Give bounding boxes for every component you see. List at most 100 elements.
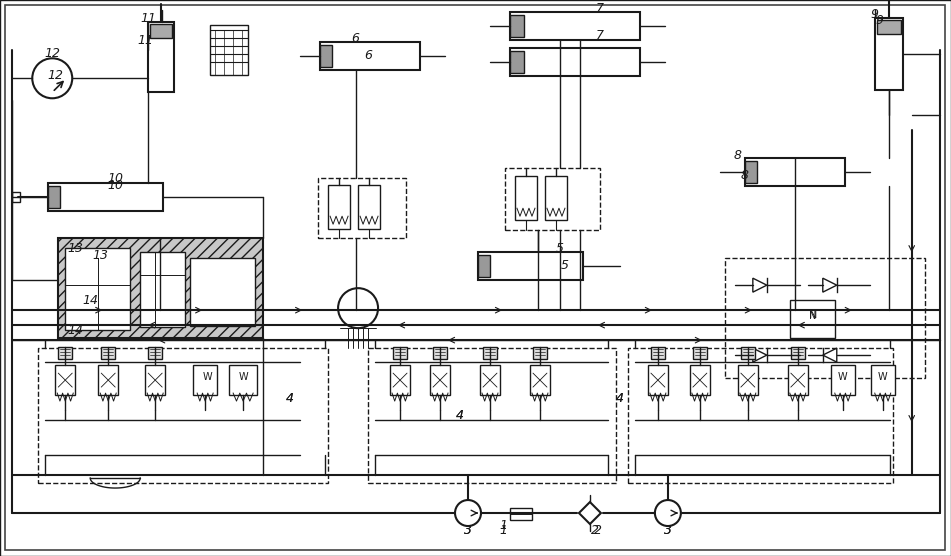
Bar xyxy=(510,51,524,73)
Text: 11: 11 xyxy=(140,12,156,25)
Bar xyxy=(628,348,893,483)
Text: 8: 8 xyxy=(741,168,748,182)
Bar xyxy=(478,252,583,280)
Bar xyxy=(210,26,248,75)
Text: 3: 3 xyxy=(664,524,672,537)
Bar xyxy=(148,22,174,92)
Text: 2: 2 xyxy=(594,524,602,537)
Text: 7: 7 xyxy=(596,29,604,42)
Bar xyxy=(146,365,165,395)
Bar xyxy=(510,16,524,37)
Bar xyxy=(875,18,902,90)
Bar xyxy=(98,365,118,395)
Bar xyxy=(229,365,257,395)
Text: 2: 2 xyxy=(591,524,599,537)
Bar xyxy=(320,45,332,67)
Bar xyxy=(530,365,550,395)
Bar xyxy=(66,248,130,330)
Bar xyxy=(58,347,72,359)
Bar xyxy=(328,185,350,229)
Bar xyxy=(49,186,60,208)
Bar xyxy=(55,365,75,395)
Text: 3: 3 xyxy=(664,524,672,537)
Text: W: W xyxy=(838,372,847,382)
Bar xyxy=(505,168,600,230)
Bar xyxy=(533,347,547,359)
Text: 4: 4 xyxy=(456,409,464,421)
Bar xyxy=(190,258,255,326)
Text: W: W xyxy=(203,372,212,382)
Text: 4: 4 xyxy=(616,391,624,405)
Bar xyxy=(689,365,709,395)
Bar xyxy=(483,347,497,359)
Bar xyxy=(510,508,532,520)
Bar xyxy=(738,365,758,395)
Bar xyxy=(148,347,163,359)
Text: 8: 8 xyxy=(734,149,742,162)
Bar xyxy=(745,158,844,186)
Text: 9: 9 xyxy=(871,8,879,21)
Text: 9: 9 xyxy=(876,14,883,27)
Text: 14: 14 xyxy=(82,294,98,307)
Text: 3: 3 xyxy=(464,524,472,537)
Bar xyxy=(510,12,640,41)
Text: 6: 6 xyxy=(351,32,359,45)
Bar xyxy=(390,365,410,395)
Bar xyxy=(745,161,757,183)
Text: 1: 1 xyxy=(499,524,507,537)
Text: N: N xyxy=(808,310,817,320)
Text: 3: 3 xyxy=(464,524,472,537)
Bar xyxy=(725,258,924,378)
Bar xyxy=(831,365,855,395)
Bar xyxy=(650,347,665,359)
Bar xyxy=(791,347,805,359)
Bar xyxy=(150,24,172,38)
Text: W: W xyxy=(878,372,887,382)
Bar xyxy=(871,365,895,395)
Text: 6: 6 xyxy=(364,49,372,62)
Text: 5: 5 xyxy=(561,259,569,272)
Bar xyxy=(741,347,755,359)
Bar xyxy=(320,42,420,70)
Bar xyxy=(368,348,616,483)
Text: 7: 7 xyxy=(596,2,604,15)
Text: 14: 14 xyxy=(68,324,84,336)
Bar xyxy=(38,348,328,483)
Bar xyxy=(140,252,185,327)
Bar xyxy=(393,347,407,359)
Text: 12: 12 xyxy=(45,47,60,60)
Text: 13: 13 xyxy=(92,249,108,262)
Bar xyxy=(433,347,447,359)
Bar xyxy=(877,21,901,34)
Bar xyxy=(359,185,380,229)
Text: 10: 10 xyxy=(107,178,124,192)
Bar xyxy=(58,238,263,338)
Bar xyxy=(101,347,115,359)
Text: 11: 11 xyxy=(137,34,153,47)
Text: 4: 4 xyxy=(286,391,294,405)
Bar xyxy=(12,192,20,202)
Text: N: N xyxy=(809,311,817,321)
Text: 13: 13 xyxy=(68,242,84,255)
Bar xyxy=(790,300,835,338)
Bar xyxy=(510,48,640,76)
Bar xyxy=(49,183,164,211)
Bar xyxy=(430,365,450,395)
Text: 12: 12 xyxy=(48,69,64,82)
Text: 4: 4 xyxy=(616,391,624,405)
Text: 1: 1 xyxy=(499,519,507,532)
Text: 10: 10 xyxy=(107,172,124,185)
Bar xyxy=(693,347,707,359)
Bar xyxy=(648,365,668,395)
Bar xyxy=(515,176,537,220)
Bar xyxy=(193,365,217,395)
Bar xyxy=(480,365,500,395)
Text: 5: 5 xyxy=(556,242,564,255)
Text: W: W xyxy=(239,372,248,382)
Bar xyxy=(545,176,567,220)
Bar xyxy=(478,255,490,277)
Bar xyxy=(787,365,807,395)
Bar xyxy=(318,178,406,238)
Text: 4: 4 xyxy=(456,409,464,421)
Text: 4: 4 xyxy=(286,391,294,405)
